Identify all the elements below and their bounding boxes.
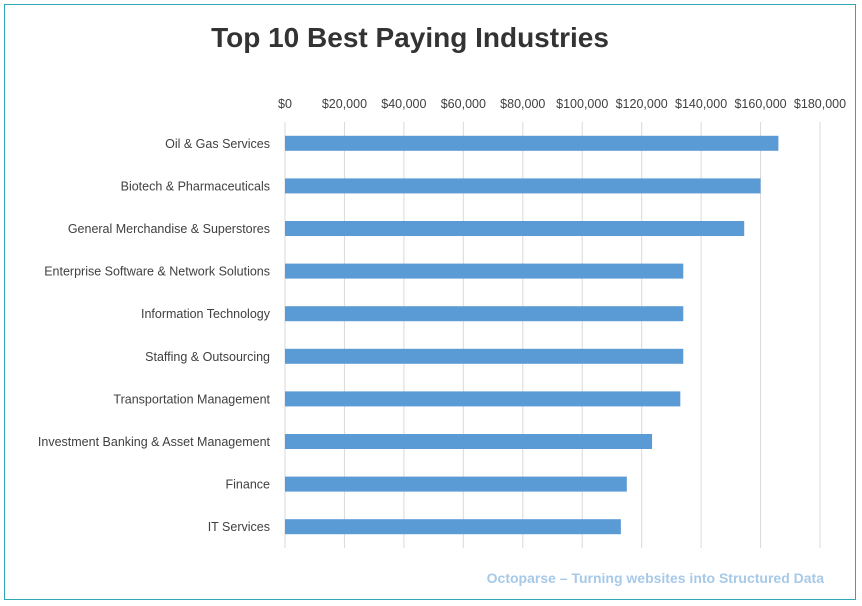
x-tick-label: $0 [278, 97, 292, 111]
bar [285, 476, 627, 492]
category-label: Transportation Management [113, 392, 270, 406]
category-label: Biotech & Pharmaceuticals [121, 179, 270, 193]
category-label: Staffing & Outsourcing [145, 350, 270, 364]
x-axis-ticks: $0 $20,000 $40,000 $60,000 $80,000 $100,000 $1… [278, 97, 846, 111]
bar [285, 391, 681, 407]
category-label: Enterprise Software & Network Solutions [44, 265, 270, 279]
bar [285, 135, 779, 151]
x-tick-label: $40,000 [381, 97, 426, 111]
bar [285, 519, 621, 535]
x-tick-label: $140,000 [675, 97, 727, 111]
bar [285, 221, 745, 236]
category-label: Investment Banking & Asset Management [38, 435, 271, 449]
bar [285, 434, 653, 449]
category-label: Information Technology [141, 307, 271, 321]
x-tick-label: $180,000 [794, 97, 846, 111]
bar [285, 306, 684, 322]
x-tick-label: $20,000 [322, 97, 367, 111]
category-label: IT Services [208, 520, 270, 534]
bar [285, 348, 684, 364]
chart-title: Top 10 Best Paying Industries [211, 22, 609, 53]
bar [285, 263, 684, 279]
x-tick-label: $100,000 [556, 97, 608, 111]
category-labels: Oil & Gas Services Biotech & Pharmaceutic… [38, 137, 271, 534]
x-tick-label: $160,000 [734, 97, 786, 111]
x-tick-label: $60,000 [441, 97, 486, 111]
bars [285, 135, 779, 535]
chart-frame [4, 4, 856, 600]
watermark-text: Octoparse – Turning websites into Struct… [486, 570, 824, 586]
category-label: Oil & Gas Services [165, 137, 270, 151]
bar [285, 178, 761, 194]
category-label: Finance [226, 478, 271, 492]
category-label: General Merchandise & Superstores [68, 222, 270, 236]
x-tick-label: $120,000 [616, 97, 668, 111]
x-tick-label: $80,000 [500, 97, 545, 111]
